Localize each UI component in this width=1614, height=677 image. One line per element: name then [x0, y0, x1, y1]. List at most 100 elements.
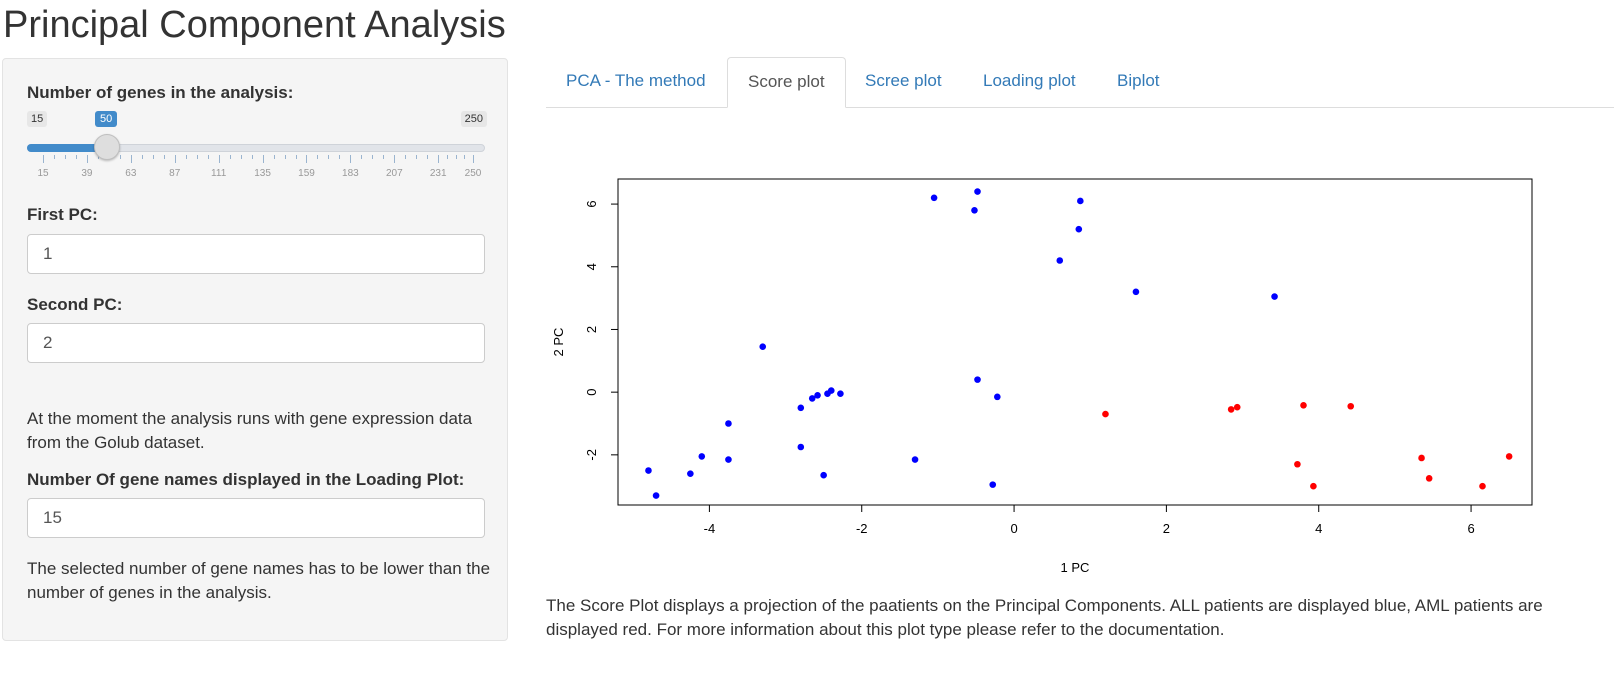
all-patient-point — [971, 207, 978, 214]
all-patient-point — [759, 343, 767, 351]
slider-minor-tick — [196, 155, 198, 159]
y-tick-label: 2 — [584, 326, 599, 333]
all-patient-point — [974, 376, 981, 383]
slider-minor-tick — [284, 155, 286, 159]
slider-minor-tick — [339, 155, 341, 159]
slider-tick — [130, 155, 132, 163]
gene-names-label: Number Of gene names displayed in the Lo… — [27, 470, 465, 489]
aml-patient-point — [1505, 453, 1513, 460]
slider-track-fill — [27, 144, 108, 152]
slider-tick-label: 111 — [211, 168, 227, 179]
slider-minor-tick — [446, 155, 448, 159]
slider-tick-label: 231 — [429, 168, 447, 179]
dataset-info-text: At the moment the analysis runs with gen… — [27, 409, 473, 452]
slider-tick-label: 159 — [298, 168, 315, 179]
slider-min-label: 15 — [27, 111, 48, 127]
tab-scree-plot[interactable]: Scree plot — [865, 71, 942, 90]
aml-patient-point — [1233, 403, 1241, 411]
slider-minor-tick — [251, 155, 253, 159]
score-plot-chart: -4 -2 0 2 4 6 -2 0 2 4 6 1 PC 2 PC — [551, 178, 1533, 575]
slider-minor-tick — [383, 155, 385, 159]
second-pc-input[interactable]: 2 — [27, 323, 485, 363]
page-title: Principal Component Analysis — [3, 4, 506, 46]
slider-minor-tick — [464, 155, 466, 159]
x-axis-label: 1 PC — [1061, 560, 1090, 575]
x-tick-label: 6 — [1467, 521, 1474, 536]
all-patient-point — [994, 393, 1001, 401]
all-patient-point — [725, 420, 732, 427]
tab-pca-method[interactable]: PCA - The method — [566, 71, 706, 90]
genes-slider-label: Number of genes in the analysis: — [27, 83, 294, 102]
all-patient-point — [698, 453, 706, 460]
slider-tick — [218, 155, 220, 163]
slider-handle[interactable] — [94, 134, 121, 160]
slider-tick — [43, 155, 44, 163]
y-tick-label: 4 — [584, 263, 599, 270]
y-axis-label: 2 PC — [551, 328, 566, 357]
second-pc-label: Second PC: — [27, 295, 123, 314]
slider-tick — [306, 155, 308, 163]
all-patient-point — [808, 395, 816, 402]
gene-names-note: The selected number of gene names has to… — [27, 559, 491, 602]
slider-minor-tick — [185, 155, 187, 159]
tab-loading-plot[interactable]: Loading plot — [983, 71, 1076, 90]
slider-minor-tick — [119, 155, 121, 159]
slider-tick — [438, 155, 440, 163]
slider-minor-tick — [427, 155, 429, 159]
gene-names-input[interactable]: 15 — [27, 498, 485, 538]
slider-tick-label: 39 — [81, 168, 93, 179]
slider-tick — [86, 155, 88, 163]
all-patient-point — [814, 391, 821, 399]
slider-minor-tick — [416, 155, 418, 159]
x-tick-label: 0 — [1010, 521, 1017, 536]
slider-tick — [473, 155, 474, 163]
slider-minor-tick — [273, 155, 275, 159]
slider-minor-tick — [53, 155, 55, 159]
slider-minor-tick — [455, 155, 457, 159]
aml-patient-point — [1425, 475, 1433, 482]
slider-tick-label: 250 — [464, 168, 482, 179]
aml-patient-point — [1479, 482, 1486, 490]
all-patient-point — [827, 387, 835, 394]
slider-minor-tick — [229, 155, 231, 159]
slider-tick-label: 135 — [254, 168, 271, 179]
slider-tick-label: 15 — [37, 168, 49, 179]
tab-score-plot[interactable]: Score plot — [727, 57, 846, 108]
all-patient-point — [989, 481, 997, 488]
slider-minor-tick — [75, 155, 77, 159]
first-pc-input[interactable]: 1 — [27, 234, 485, 274]
all-patient-point — [1271, 293, 1278, 300]
aml-patient-point — [1294, 460, 1301, 468]
all-patient-point — [1075, 225, 1083, 233]
slider-minor-tick — [152, 155, 154, 159]
slider-tick-label: 183 — [342, 168, 359, 179]
all-patient-point — [1132, 288, 1140, 296]
all-patient-point — [930, 194, 938, 202]
all-patient-point — [687, 470, 694, 477]
y-tick-label: 0 — [584, 389, 599, 396]
slider-tick — [262, 155, 264, 163]
all-patient-point — [725, 456, 732, 463]
all-patient-point — [797, 443, 805, 451]
all-patient-point — [652, 492, 660, 499]
slider-tick — [174, 155, 176, 163]
all-patient-point — [820, 471, 827, 479]
x-tick-label: 2 — [1163, 521, 1170, 536]
slider-minor-tick — [328, 155, 330, 159]
first-pc-label: First PC: — [27, 205, 98, 224]
slider-minor-tick — [240, 155, 242, 159]
slider-tick-label: 87 — [169, 168, 181, 179]
slider-minor-tick — [163, 155, 165, 159]
all-patient-point — [645, 467, 652, 474]
slider-tick-label: 207 — [385, 168, 403, 179]
slider-max-label: 250 — [460, 111, 487, 127]
y-tick-label: 6 — [584, 200, 599, 207]
x-tick-label: -4 — [704, 521, 716, 536]
score-plot-caption: The Score Plot displays a projection of … — [546, 596, 1543, 639]
genes-slider[interactable]: 15 250 50 15 39 63 87 111 135 159 183 207 231 250 — [27, 111, 487, 181]
slider-minor-tick — [295, 155, 297, 159]
aml-patient-point — [1310, 482, 1317, 490]
y-tick-label: -2 — [584, 449, 599, 461]
tab-biplot[interactable]: Biplot — [1117, 71, 1160, 90]
slider-tick-label: 63 — [125, 168, 137, 179]
